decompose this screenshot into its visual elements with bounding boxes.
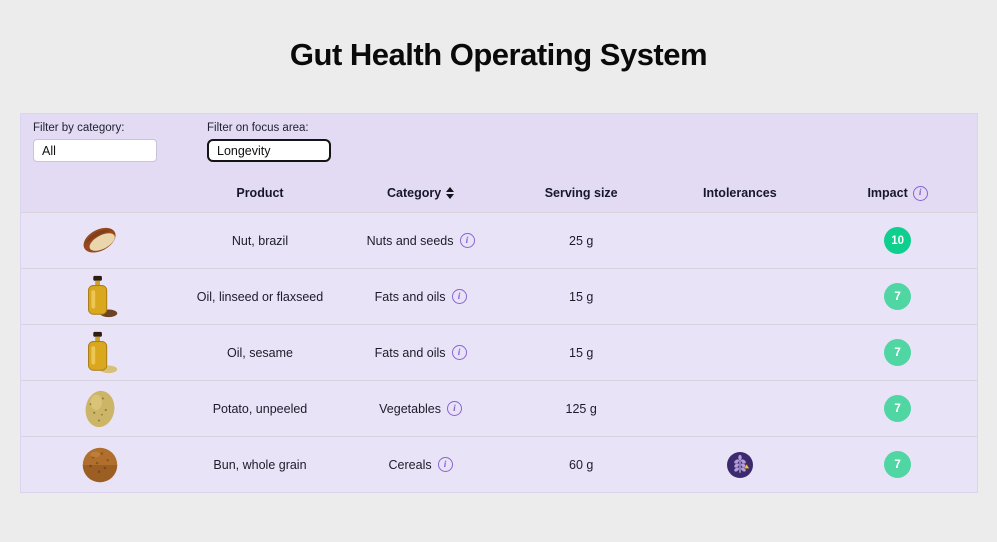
category-info-icon[interactable]: i — [437, 457, 453, 472]
table-row: Potato, unpeeled Vegetables i 125 g 7 — [21, 380, 977, 436]
potato-image — [77, 386, 123, 432]
product-name: Bun, whole grain — [213, 457, 307, 472]
impact-badge: 10 — [884, 227, 912, 254]
serving-size: 60 g — [569, 457, 594, 472]
focus-area-filter-group: Filter on focus area: — [207, 122, 331, 162]
category-info-icon[interactable]: i — [451, 345, 467, 360]
category-info-icon[interactable]: i — [447, 401, 462, 416]
focus-area-filter-input[interactable] — [207, 139, 331, 162]
serving-size: 15 g — [569, 289, 594, 304]
category-label: Nuts and seeds — [366, 233, 454, 248]
table-row: Bun, whole grain Cereals i 60 g — [21, 436, 977, 492]
category-info-icon[interactable]: i — [459, 233, 475, 248]
category-filter-group: Filter by category: — [33, 122, 157, 162]
table-row: Oil, linseed or flaxseed Fats and oils i… — [21, 268, 977, 324]
col-intolerances: Intolerances — [703, 186, 777, 200]
flaxseed-oil-bottle-image — [77, 274, 123, 320]
filter-bar: Filter by category: Filter on focus area… — [21, 114, 977, 174]
col-impact: Impact i — [818, 185, 977, 201]
table-row: Oil, sesame Fats and oils i 15 g 7 — [21, 324, 977, 380]
sort-icon[interactable] — [446, 187, 455, 199]
serving-size: 125 g — [565, 401, 597, 416]
product-name: Oil, linseed or flaxseed — [196, 289, 324, 304]
col-impact-label: Impact — [867, 186, 908, 200]
impact-badge: 7 — [884, 395, 912, 422]
page-title: Gut Health Operating System — [289, 37, 708, 72]
sesame-oil-bottle-image — [77, 330, 123, 376]
impact-badge: 7 — [884, 283, 912, 310]
category-info-icon[interactable]: i — [451, 289, 467, 304]
brazil-nut-image — [77, 218, 123, 264]
category-label: Fats and oils — [374, 289, 446, 304]
col-serving-size: Serving size — [544, 186, 618, 200]
gluten-intolerance-icon[interactable] — [726, 451, 754, 479]
category-label: Fats and oils — [374, 345, 446, 360]
product-name: Potato, unpeeled — [212, 401, 308, 416]
table-row: Nut, brazil Nuts and seeds i 25 g 10 — [21, 212, 977, 268]
focus-area-filter-label: Filter on focus area: — [207, 122, 309, 134]
category-filter-label: Filter by category: — [33, 122, 125, 134]
col-category-label: Category — [386, 186, 442, 200]
impact-badge: 7 — [884, 339, 912, 366]
col-product: Product — [236, 186, 284, 200]
col-category[interactable]: Category — [340, 186, 501, 200]
food-table-panel: Filter by category: Filter on focus area… — [20, 113, 978, 493]
serving-size: 25 g — [569, 233, 594, 248]
category-label: Vegetables — [379, 401, 441, 416]
impact-info-icon[interactable]: i — [912, 185, 928, 201]
category-label: Cereals — [388, 457, 432, 472]
serving-size: 15 g — [569, 345, 594, 360]
product-name: Nut, brazil — [231, 233, 289, 248]
table-header-row: Product Category Serving size Intoleranc… — [21, 174, 977, 212]
intolerances-cell — [661, 451, 818, 479]
whole-grain-bun-image — [77, 442, 123, 488]
category-filter-input[interactable] — [33, 139, 157, 162]
product-name: Oil, sesame — [226, 345, 293, 360]
impact-badge: 7 — [884, 451, 912, 478]
